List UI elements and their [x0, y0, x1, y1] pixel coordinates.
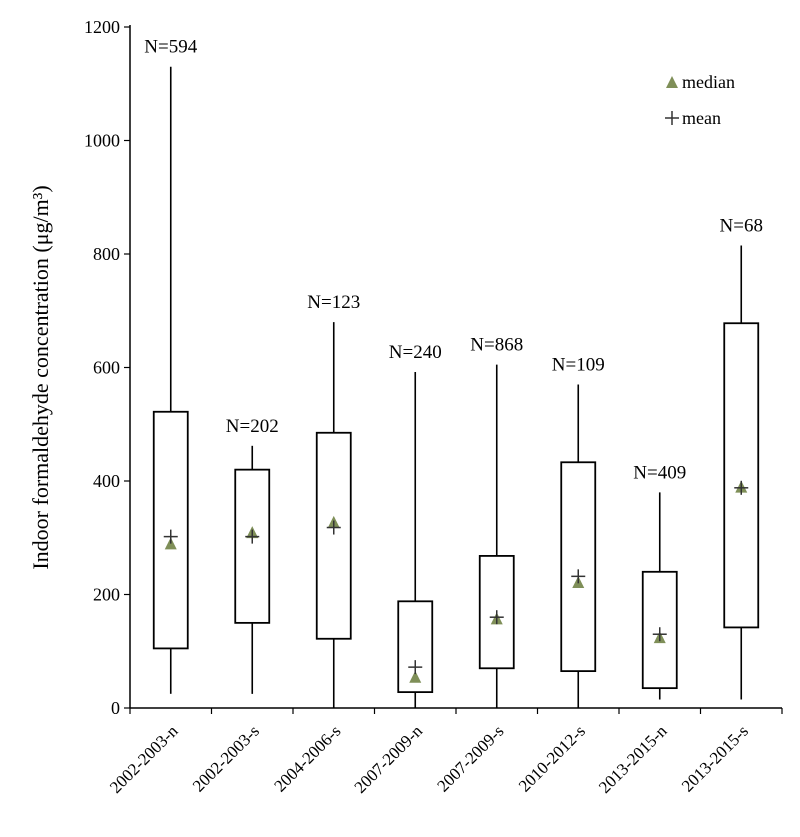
n-label: N=202	[226, 416, 279, 437]
n-label: N=409	[633, 462, 686, 483]
n-label: N=594	[144, 37, 197, 58]
y-tick-label: 800	[93, 244, 120, 264]
box-group: N=109 2010-2012-s	[515, 355, 605, 796]
legend-median-icon	[666, 76, 678, 88]
box	[152, 410, 189, 650]
x-tick-label: 2013-2015-s	[678, 721, 752, 795]
legend-label: median	[682, 72, 735, 92]
n-label: N=123	[307, 292, 360, 313]
x-tick-label: 2007-2009-s	[433, 721, 507, 795]
y-tick-label: 1200	[84, 17, 120, 37]
axes: 0 200 400 600 800 1000 1200	[84, 17, 783, 718]
y-tick-label: 200	[93, 585, 120, 605]
box	[234, 468, 271, 624]
x-tick-label: 2007-2009-n	[351, 721, 427, 797]
legend: median mean	[665, 72, 735, 128]
y-tick-label: 1000	[84, 131, 120, 151]
median-marker	[409, 670, 422, 683]
x-tick-label: 2004-2006-s	[270, 721, 344, 795]
n-label: N=240	[389, 342, 442, 363]
box	[315, 431, 352, 640]
box-group: N=123 2004-2006-s	[270, 292, 360, 796]
y-tick-label: 0	[111, 698, 120, 718]
box-group: N=594 2002-2003-n	[106, 37, 198, 797]
n-label: N=68	[720, 215, 763, 236]
x-tick-label: 2002-2003-s	[189, 721, 263, 795]
n-label: N=109	[552, 355, 605, 376]
y-tick-label: 600	[93, 358, 120, 378]
box	[560, 461, 597, 673]
n-label: N=868	[470, 335, 523, 356]
x-tick-label: 2002-2003-n	[106, 721, 182, 797]
box	[723, 322, 760, 629]
x-tick-label: 2010-2012-s	[515, 721, 589, 795]
box-group: N=202 2002-2003-s	[189, 416, 279, 796]
x-tick-label: 2013-2015-n	[595, 721, 671, 797]
legend-label: mean	[682, 108, 721, 128]
box-group: N=868 2007-2009-s	[433, 335, 523, 796]
y-tick-label: 400	[93, 471, 120, 491]
boxes: N=594 2002-2003-n N=202 2002-2003-s N=123 200…	[106, 37, 763, 797]
y-axis-label: Indoor formaldehyde concentration (μg/m³…	[28, 185, 53, 569]
box-group: N=409 2013-2015-n	[595, 462, 686, 797]
box-group: N=240 2007-2009-n	[351, 342, 442, 797]
